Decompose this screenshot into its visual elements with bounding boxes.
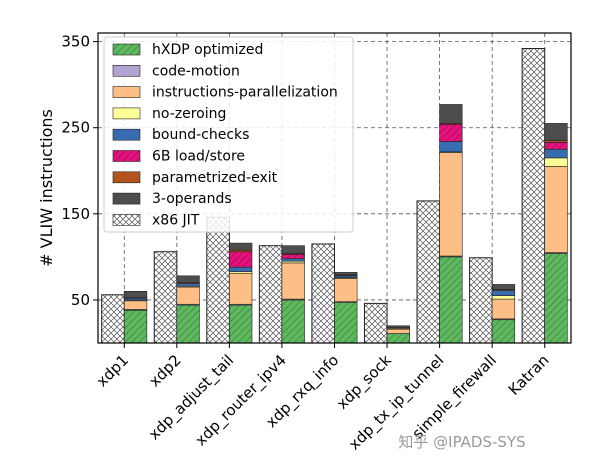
legend-swatch: [112, 86, 141, 98]
stacked-segment: [334, 302, 358, 344]
stacked-segment: [439, 123, 463, 142]
y-tick-label: 150: [61, 205, 90, 223]
stacked-segment: [439, 152, 463, 257]
x86-jit-bar: [101, 294, 125, 344]
stacked-segment: [491, 295, 516, 300]
x86-jit-bar: [311, 243, 336, 344]
stacked-segment: [544, 157, 568, 167]
stacked-segment: [544, 148, 568, 159]
stacked-segment: [544, 142, 568, 150]
y-tick-label: 50: [71, 291, 90, 309]
stacked-segment: [491, 284, 516, 290]
stacked-segment: [229, 272, 253, 305]
y-axis-label: # VLIW instructions: [37, 109, 56, 267]
legend: hXDP optimized code-motion instructions-pa…: [103, 36, 354, 233]
stacked-segment: [229, 266, 253, 272]
stacked-segment: [123, 291, 148, 298]
stacked-segment: [176, 286, 200, 305]
x-tick-label: Katran: [505, 351, 553, 399]
stacked-segment: [491, 298, 516, 320]
stacked-segment: [176, 283, 200, 287]
stacked-segment: [123, 300, 148, 310]
stacked-segment: [544, 166, 568, 253]
legend-swatch: [112, 192, 141, 205]
legend-swatch: [112, 214, 141, 226]
legend-label: instructions-parallelization: [152, 85, 338, 101]
legend-label: 3-operands: [152, 191, 232, 207]
stacked-segment: [229, 304, 253, 344]
stacked-segment: [229, 251, 253, 268]
legend-label: parametrized-exit: [152, 170, 278, 186]
legend-swatch: [112, 171, 141, 184]
x86-jit-bar: [416, 200, 441, 344]
stacked-segment: [544, 253, 568, 344]
stacked-segment: [176, 275, 200, 284]
stacked-segment: [491, 319, 516, 344]
legend-swatch: [112, 128, 141, 141]
x86-jit-bar: [258, 245, 283, 344]
stacked-segment: [439, 141, 463, 153]
watermark-text: 知乎 @IPADS-SYS: [398, 433, 525, 451]
stacked-segment: [439, 256, 463, 344]
legend-label: code-motion: [152, 63, 240, 79]
stacked-segment: [544, 123, 568, 141]
x86-jit-bar: [206, 216, 230, 344]
stacked-segment: [176, 304, 200, 344]
x86-jit-bar: [363, 302, 388, 344]
stacked-segment: [334, 278, 358, 302]
x-tick-label: xdp2: [145, 351, 184, 390]
stacked-segment: [491, 290, 516, 296]
legend-swatch: [112, 43, 141, 56]
y-tick-label: 250: [61, 119, 90, 137]
stacked-segment: [386, 333, 410, 344]
legend-label: 6B load/store: [152, 149, 245, 165]
x86-jit-bar: [153, 251, 178, 344]
stacked-segment: [281, 299, 305, 344]
legend-swatch: [112, 150, 141, 162]
legend-swatch: [112, 107, 141, 120]
stacked-segment: [281, 258, 305, 262]
x-tick-label: xdp1: [93, 351, 132, 390]
stacked-segment: [229, 242, 253, 251]
bars: [101, 48, 568, 344]
legend-box: [103, 36, 354, 233]
x-tick-label: xdp_router_ipv4: [192, 351, 291, 450]
stacked-segment: [334, 272, 358, 276]
stacked-segment: [123, 309, 148, 344]
stacked-segment: [386, 328, 410, 334]
legend-label: x86 JIT: [152, 212, 200, 228]
stacked-segment: [386, 325, 410, 328]
y-tick-label: 350: [61, 33, 90, 51]
legend-swatch: [112, 65, 141, 77]
y-axis-ticks: 50 150 250 350: [61, 33, 98, 309]
legend-label: hXDP optimized: [152, 42, 263, 58]
stacked-segment: [281, 245, 305, 254]
stacked-segment: [281, 262, 305, 300]
x86-jit-bar: [469, 257, 493, 344]
stacked-segment: [281, 254, 305, 259]
legend-items: hXDP optimized code-motion instructions-pa…: [112, 42, 338, 228]
legend-label: bound-checks: [152, 127, 249, 143]
stacked-segment: [439, 104, 463, 124]
x86-jit-bar: [521, 48, 546, 344]
legend-label: no-zeroing: [152, 106, 226, 122]
